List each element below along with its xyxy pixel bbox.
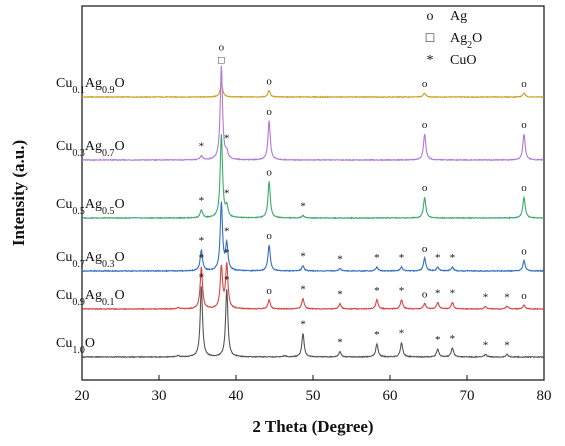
peak-marker: * [435, 334, 441, 346]
peak-marker: * [399, 252, 405, 264]
legend-symbol: □ [426, 31, 435, 46]
peak-marker: * [337, 337, 343, 349]
peak-marker: * [504, 339, 510, 351]
peak-marker: o [521, 290, 527, 302]
peak-marker: * [435, 252, 441, 264]
peak-marker: * [399, 328, 405, 340]
peak-marker: o [422, 78, 428, 90]
peak-marker: * [374, 285, 380, 297]
peak-marker: o [521, 119, 527, 131]
peak-marker: * [199, 235, 205, 247]
series-label: Cu0.3Ag0.7O [56, 139, 125, 159]
peak-marker: * [399, 285, 405, 297]
series-label: Cu0.7Ag0.3O [56, 250, 125, 270]
series-label: Cu0.5Ag0.5O [56, 197, 125, 217]
series-line [81, 65, 545, 162]
series-line [81, 262, 545, 311]
peak-marker: * [224, 226, 230, 238]
peak-marker: * [337, 253, 343, 265]
peak-marker: o [422, 182, 428, 194]
peak-marker: * [224, 247, 230, 259]
series-line [81, 134, 545, 220]
peak-marker: * [224, 187, 230, 199]
peak-marker: o [219, 42, 225, 54]
series-line [81, 201, 545, 273]
peak-marker: o [266, 75, 272, 87]
peak-marker: * [199, 272, 205, 284]
legend-symbol: o [427, 9, 434, 24]
legend-label: Ag2O [450, 31, 482, 51]
peak-marker: * [450, 333, 456, 345]
x-tick-label: 50 [306, 388, 321, 404]
legend-label: CuO [450, 53, 476, 68]
series-label: Cu0.1Ag0.9O [56, 76, 125, 96]
peak-marker: * [300, 251, 306, 263]
peak-marker: * [374, 252, 380, 264]
peak-marker: * [504, 291, 510, 303]
series-label: Cu1.0O [56, 336, 95, 356]
peak-marker: o [521, 182, 527, 194]
peak-marker: * [300, 319, 306, 331]
legend-symbol: * [427, 53, 434, 68]
peak-marker: □ [218, 55, 225, 67]
peak-marker: o [521, 246, 527, 258]
legend-label: Ag [450, 9, 467, 24]
peak-marker: o [266, 285, 272, 297]
x-axis-title: 2 Theta (Degree) [252, 417, 373, 436]
peak-marker: * [483, 339, 489, 351]
peak-marker: * [483, 291, 489, 303]
peak-marker: o [266, 230, 272, 242]
peak-marker: * [199, 195, 205, 207]
peak-marker: * [300, 200, 306, 212]
peak-marker: o [422, 243, 428, 255]
peak-marker: * [224, 133, 230, 145]
peak-marker: * [435, 287, 441, 299]
peak-marker: * [374, 329, 380, 341]
series-line [81, 80, 545, 99]
peak-marker: o [266, 167, 272, 179]
y-axis-title: Intensity (a.u.) [9, 140, 28, 246]
x-tick-label: 80 [537, 388, 552, 404]
x-tick-label: 40 [229, 388, 244, 404]
x-tick-label: 20 [75, 388, 90, 404]
peak-marker: * [224, 274, 230, 286]
peak-marker: o [521, 78, 527, 90]
peak-marker: * [199, 252, 205, 264]
series-label: Cu0.9Ag0.1O [56, 288, 125, 308]
peak-marker: o [422, 289, 428, 301]
peak-marker: * [337, 289, 343, 301]
peak-marker: o [266, 106, 272, 118]
peak-marker: * [300, 284, 306, 296]
peak-marker: * [199, 141, 205, 153]
series-line [81, 286, 545, 359]
peak-marker: * [450, 252, 456, 264]
peak-marker: * [450, 287, 456, 299]
x-tick-label: 70 [460, 388, 475, 404]
peak-marker: o [422, 119, 428, 131]
x-tick-label: 30 [152, 388, 167, 404]
x-tick-label: 60 [383, 388, 398, 404]
